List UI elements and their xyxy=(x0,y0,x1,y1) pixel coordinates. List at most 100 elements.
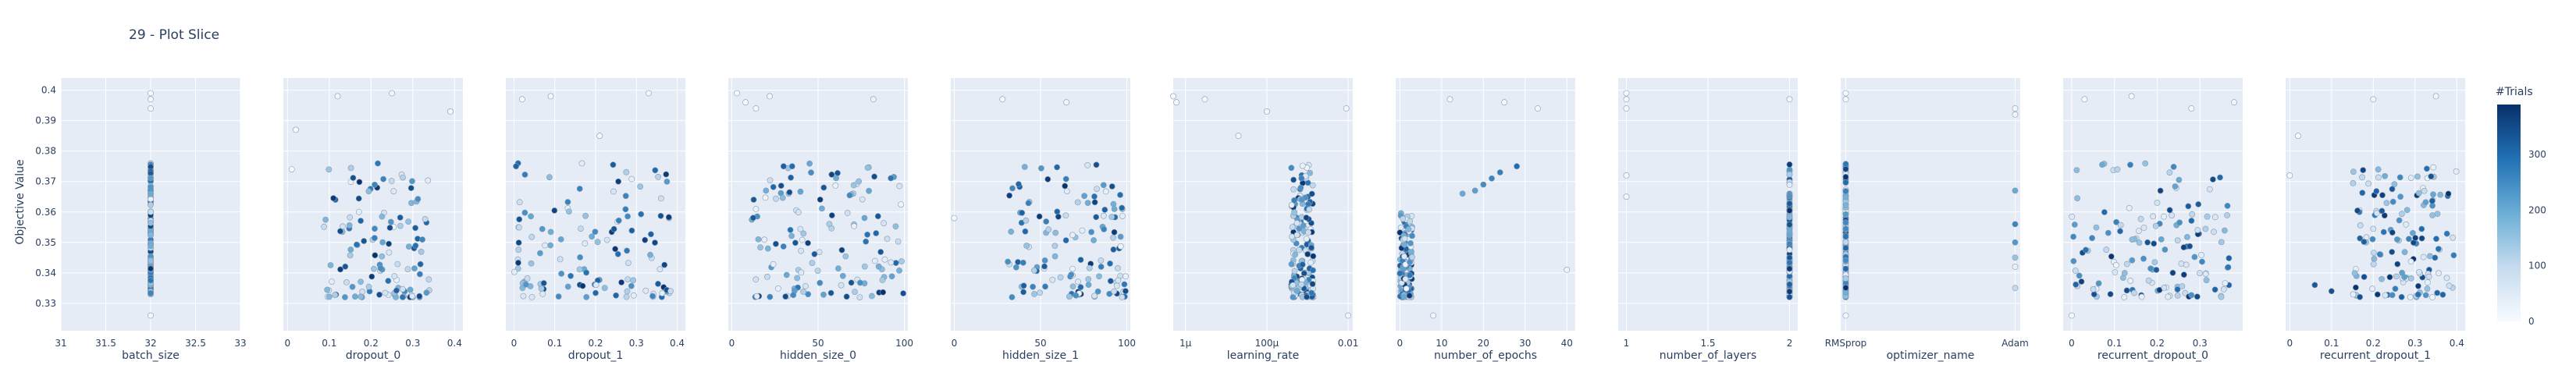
trial-point xyxy=(288,166,295,172)
trial-point xyxy=(361,238,368,244)
trial-point xyxy=(888,273,895,280)
trial-point xyxy=(2151,259,2158,265)
trial-point xyxy=(524,275,531,282)
trial-point xyxy=(515,246,522,254)
trial-point xyxy=(1786,288,1793,295)
trial-point xyxy=(520,292,527,300)
trial-point xyxy=(2203,277,2210,284)
trial-point xyxy=(2386,274,2393,281)
x-tick-label: 0.3 xyxy=(2407,338,2422,349)
trial-point xyxy=(2405,236,2412,243)
trial-point xyxy=(1786,171,1793,178)
trial-point xyxy=(346,222,353,229)
trial-point xyxy=(767,93,773,100)
trial-point xyxy=(1842,165,1849,172)
trial-point xyxy=(332,292,339,298)
trial-point xyxy=(370,265,377,272)
trial-point xyxy=(1069,265,1076,272)
trial-point xyxy=(1409,232,1415,239)
trial-point xyxy=(1044,176,1051,183)
trial-point xyxy=(797,188,804,195)
trial-point xyxy=(1535,105,1541,112)
x-tick-label: 32.5 xyxy=(185,338,206,349)
trial-point xyxy=(2396,217,2403,224)
trial-point xyxy=(1309,281,1316,287)
trial-point xyxy=(870,96,877,103)
x-tick-label: 33 xyxy=(234,338,246,349)
trial-point xyxy=(2012,221,2019,228)
subplot-panels: 31 31.5 32 32.5 33 batch_size 0.33 0.34 0.35 0.36… xyxy=(35,78,2465,362)
trial-point xyxy=(358,293,365,300)
trial-point xyxy=(1100,212,1107,219)
trial-point xyxy=(2113,218,2119,225)
trial-point xyxy=(368,273,375,280)
trial-point xyxy=(1036,213,1043,220)
trial-point xyxy=(2161,284,2168,291)
trial-point xyxy=(1066,293,1073,300)
trial-point xyxy=(330,195,336,201)
trial-point xyxy=(1842,173,1849,180)
trial-point xyxy=(1079,227,1086,234)
trial-point xyxy=(2427,253,2433,260)
trial-point xyxy=(1345,312,1351,319)
trial-point xyxy=(622,193,629,200)
trial-point xyxy=(1305,229,1311,236)
trial-point xyxy=(880,289,887,296)
trial-point xyxy=(328,278,335,285)
trial-point xyxy=(2435,270,2442,277)
trial-point xyxy=(1049,276,1056,283)
trial-point xyxy=(2070,257,2077,264)
trial-point xyxy=(2371,250,2377,256)
trial-point xyxy=(2224,202,2231,209)
trial-point xyxy=(1098,264,1105,270)
trial-point xyxy=(892,260,899,266)
trial-point xyxy=(405,243,412,250)
trial-point xyxy=(1038,165,1044,172)
trial-point xyxy=(1201,96,1208,103)
trial-point xyxy=(659,290,666,296)
trial-point xyxy=(788,174,794,181)
trial-point xyxy=(842,253,849,260)
trial-point xyxy=(2131,289,2137,296)
trial-point xyxy=(1117,243,1124,250)
trial-point xyxy=(2375,174,2382,181)
trial-point xyxy=(2078,278,2085,285)
trial-point xyxy=(343,278,350,285)
trial-point xyxy=(1310,253,1317,260)
trial-point xyxy=(1110,200,1117,207)
trial-point xyxy=(1304,250,1311,257)
trial-point xyxy=(528,260,535,267)
trial-point xyxy=(750,214,756,222)
trial-point xyxy=(2352,284,2359,291)
trial-point xyxy=(874,213,881,220)
trial-point xyxy=(582,240,589,246)
trial-point xyxy=(1786,214,1793,221)
trial-point xyxy=(1031,267,1037,274)
trial-point xyxy=(2070,233,2076,240)
trial-point xyxy=(628,227,635,234)
trial-point xyxy=(568,272,574,279)
trial-point xyxy=(1170,93,1176,100)
trial-point xyxy=(1786,181,1793,188)
trial-point xyxy=(1042,283,1048,290)
subplot-learning-rate: 1μ 100μ 0.01 learning_rate xyxy=(1170,78,1358,362)
trial-point xyxy=(1296,246,1303,254)
trial-point xyxy=(2071,222,2078,228)
trial-point xyxy=(1842,265,1849,272)
trial-point xyxy=(2403,207,2411,214)
trial-point xyxy=(397,214,404,221)
trial-point xyxy=(1074,199,1081,206)
trial-point xyxy=(1016,181,1022,187)
trial-point xyxy=(843,293,850,300)
trial-point xyxy=(2199,258,2205,265)
trial-point xyxy=(2407,293,2414,300)
trial-point xyxy=(356,179,363,186)
trial-point xyxy=(2369,285,2375,292)
trial-point xyxy=(2425,273,2432,280)
trial-point xyxy=(2154,200,2161,206)
trial-point xyxy=(528,233,535,240)
trial-point xyxy=(859,196,866,203)
trial-point xyxy=(425,276,432,283)
trial-point xyxy=(999,96,1006,103)
trial-point xyxy=(386,249,393,256)
